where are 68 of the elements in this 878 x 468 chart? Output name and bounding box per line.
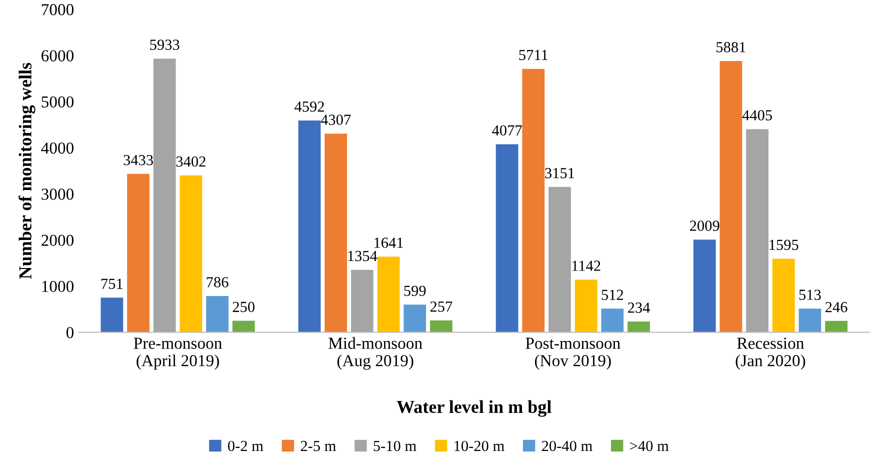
x-axis-title: Water level in m bgl: [396, 400, 552, 417]
data-label: 3402: [176, 156, 206, 167]
data-label: 751: [101, 278, 122, 289]
data-label: 234: [628, 302, 650, 313]
data-label: 512: [602, 290, 624, 300]
y-axis-title: Number of monitoring wells: [18, 62, 36, 279]
data-label: 1595: [770, 240, 798, 250]
bar: [548, 186, 571, 332]
data-label: 1641: [374, 238, 403, 248]
data-label: 4405: [742, 110, 772, 120]
data-label: 3433: [124, 154, 153, 166]
legend-label: 0-2 m: [228, 440, 264, 452]
data-label: 1142: [572, 260, 600, 271]
data-label: 4077: [492, 125, 522, 136]
y-tick-label: 7000: [42, 4, 74, 16]
bar: [522, 68, 545, 332]
y-tick-label: 0: [66, 326, 74, 338]
bar: [772, 258, 795, 332]
data-label: 5711: [519, 50, 548, 60]
data-label: 513: [799, 290, 821, 300]
x-tick-label: Recession (Jan 2020): [736, 338, 806, 370]
data-label: 4307: [320, 114, 351, 125]
legend-label: 10-20 m: [454, 440, 504, 452]
bar: [496, 144, 518, 332]
bar: [232, 320, 255, 332]
legend-label: 2-5 m: [300, 440, 336, 452]
bar: [574, 280, 598, 332]
data-label: 786: [206, 277, 228, 288]
bar: [153, 58, 176, 332]
data-label: 5933: [150, 40, 180, 50]
bar: [601, 308, 624, 332]
bar: [825, 320, 848, 332]
data-label: 246: [826, 302, 848, 312]
bar: [180, 175, 202, 332]
y-tick-label: 4000: [41, 142, 74, 154]
data-label: 599: [404, 286, 426, 296]
bar: [100, 298, 124, 332]
legend-label: >40 m: [630, 440, 669, 452]
data-label: 1354: [348, 250, 378, 262]
bar: [693, 240, 716, 332]
data-label: 3151: [545, 168, 574, 178]
bar: [746, 129, 768, 332]
bar: [324, 134, 348, 332]
bar: [127, 174, 150, 332]
legend-label: 20-40 m: [542, 440, 592, 452]
legend-label: 5-10 m: [374, 440, 416, 452]
bar: [430, 320, 452, 332]
bar: [720, 60, 742, 332]
bar: [298, 120, 321, 332]
bar: [350, 270, 374, 332]
data-label: 4592: [294, 102, 324, 112]
bar: [628, 321, 650, 332]
bar: [404, 304, 426, 332]
x-tick-label: Pre-monsoon (April 2019): [134, 338, 222, 370]
data-label: 5881: [716, 42, 746, 52]
y-tick-label: 6000: [42, 50, 74, 62]
bar: [798, 308, 822, 332]
y-tick-label: 2000: [42, 234, 74, 246]
bar: [377, 256, 400, 332]
data-label: 2009: [690, 220, 720, 231]
y-tick-label: 1000: [42, 280, 74, 292]
data-label: 250: [232, 302, 255, 312]
x-tick-label: Post-monsoon (Nov 2019): [526, 338, 620, 370]
data-label: 257: [430, 302, 452, 312]
x-tick-label: Mid-monsoon (Aug 2019): [328, 337, 422, 370]
bar: [206, 296, 228, 332]
y-tick-label: 5000: [42, 96, 74, 108]
y-tick-label: 3000: [42, 188, 74, 200]
